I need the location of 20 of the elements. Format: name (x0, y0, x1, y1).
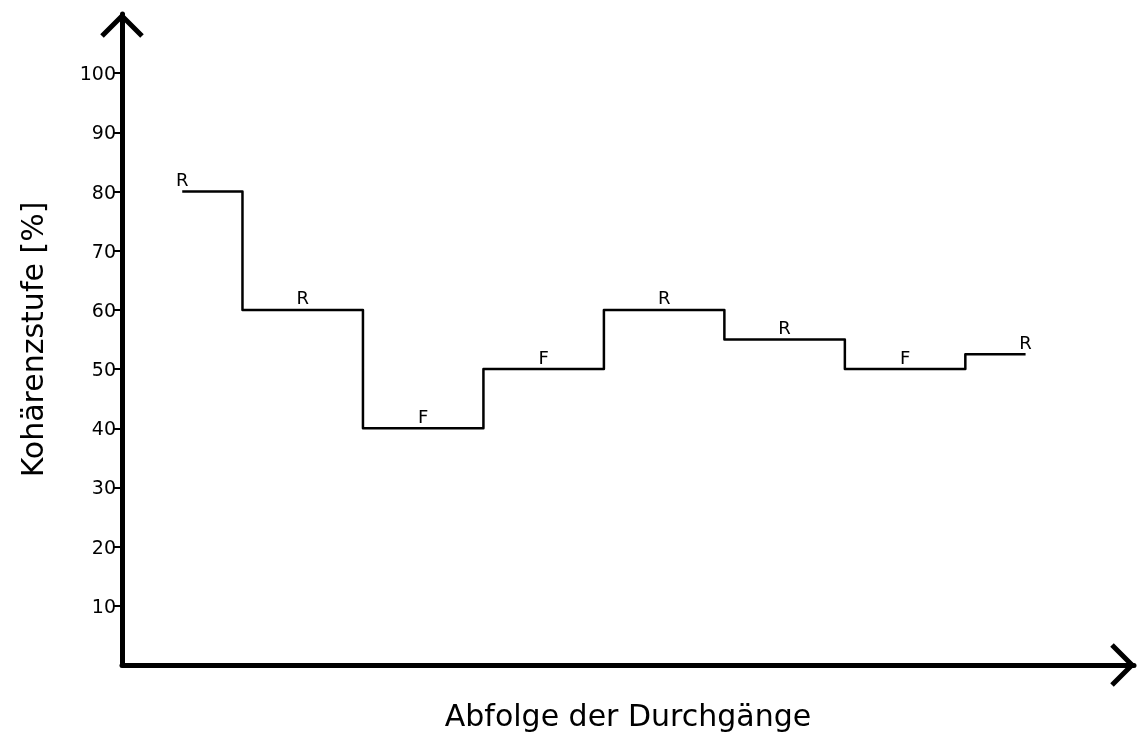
data-label: F (899, 346, 911, 368)
data-label: R (1019, 331, 1032, 353)
x-axis-title: Abfolge der Durchgänge (444, 697, 812, 733)
data-label: F (418, 405, 429, 427)
y-tick-label: 10 (91, 594, 116, 617)
y-tick-label: 20 (91, 535, 116, 558)
y-tick-label: 80 (91, 180, 116, 203)
data-label: R (296, 287, 309, 309)
data-label: R (657, 287, 671, 309)
y-tick-label: 40 (91, 417, 116, 440)
y-tick-label: 100 (79, 62, 116, 85)
data-label: F (538, 346, 549, 368)
y-tick-label: 90 (91, 121, 116, 144)
y-tick-label: 60 (91, 298, 116, 321)
y-tick-label: 70 (91, 239, 116, 262)
y-tick-label: 30 (91, 476, 116, 499)
data-label: R (175, 169, 189, 191)
y-axis-title: Kohärenzstufe [%] (14, 201, 50, 478)
y-tick-label: 50 (91, 358, 116, 381)
data-label: R (778, 317, 791, 338)
